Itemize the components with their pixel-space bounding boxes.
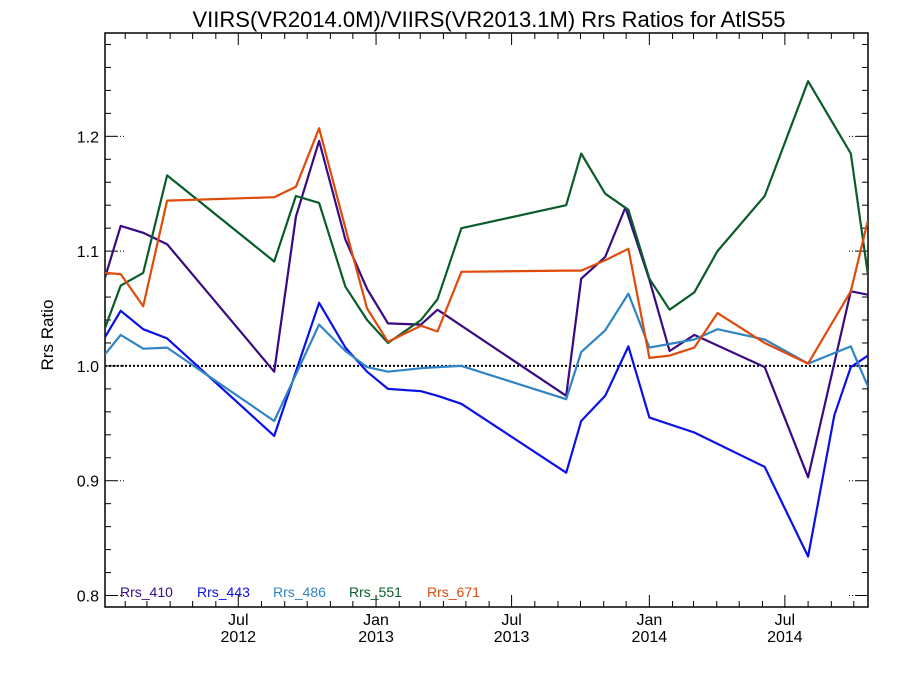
x-tick-label-month: Jan bbox=[363, 612, 389, 629]
legend-entry-rrs-551: Rrs_551 bbox=[349, 584, 402, 600]
plot-frame bbox=[104, 32, 869, 608]
plot-area: 0.80.91.01.11.2Jul2012Jan2013Jul2013Jan2… bbox=[77, 32, 869, 646]
x-tick-label-month: Jul bbox=[775, 612, 795, 629]
y-tick-label: 1.2 bbox=[77, 129, 99, 146]
y-tick-label: 1.1 bbox=[77, 244, 99, 261]
series-line-rrs-671 bbox=[105, 127, 868, 365]
legend-entry-rrs-410: Rrs_410 bbox=[120, 584, 173, 600]
x-tick-label-year: 2014 bbox=[632, 629, 668, 646]
x-tick-label-year: 2013 bbox=[494, 629, 530, 646]
x-tick-label-year: 2013 bbox=[358, 629, 394, 646]
y-tick-label: 0.8 bbox=[77, 589, 99, 606]
series-line-rrs-551 bbox=[105, 80, 868, 345]
series-line-rrs-410 bbox=[105, 139, 868, 479]
y-axis-label: Rrs Ratio bbox=[38, 300, 57, 371]
legend-entry-rrs-486: Rrs_486 bbox=[273, 584, 326, 600]
x-tick-label-month: Jul bbox=[501, 612, 521, 629]
legend-entry-rrs-671: Rrs_671 bbox=[427, 584, 480, 600]
series-line-rrs-486 bbox=[105, 292, 868, 423]
x-tick-label-month: Jul bbox=[228, 612, 248, 629]
series-line-rrs-443 bbox=[105, 301, 868, 558]
x-tick-label-month: Jan bbox=[636, 612, 662, 629]
x-tick-label-year: 2014 bbox=[767, 629, 803, 646]
chart-title: VIIRS(VR2014.0M)/VIIRS(VR2013.1M) Rrs Ra… bbox=[193, 7, 786, 32]
x-tick-label-year: 2012 bbox=[220, 629, 256, 646]
legend-entry-rrs-443: Rrs_443 bbox=[197, 584, 250, 600]
y-tick-label: 1.0 bbox=[77, 359, 99, 376]
y-tick-label: 0.9 bbox=[77, 474, 99, 491]
